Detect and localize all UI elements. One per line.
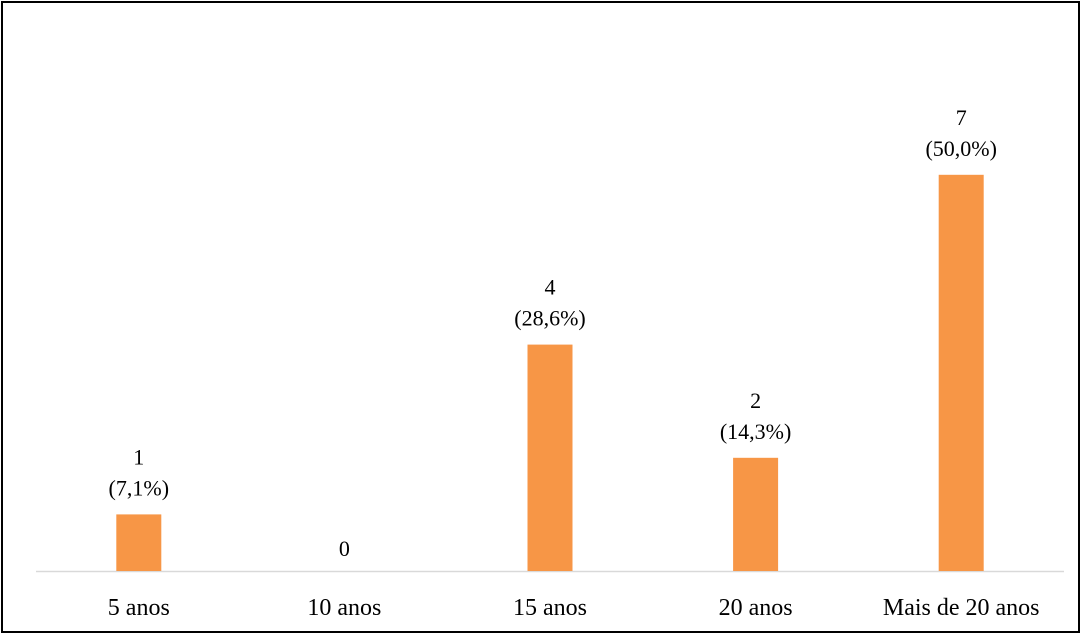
x-tick-label-4: Mais de 20 anos [883, 595, 1040, 621]
data-label-value-2: 4 [545, 275, 556, 300]
x-tick-label-1: 10 anos [307, 595, 381, 621]
bar-4 [938, 174, 984, 572]
x-tick-labels-group: 5 anos 10 anos 15 anos 20 anos Mais de 20 an… [108, 595, 1040, 621]
data-label-value-1: 0 [339, 536, 350, 561]
x-tick-label-2: 15 anos [513, 595, 587, 621]
data-label-value-3: 2 [750, 388, 761, 413]
data-label-percent-3: (14,3%) [720, 419, 791, 444]
bar-3 [733, 457, 779, 571]
bars-group [116, 174, 984, 572]
data-labels-group: 1 (7,1%) 0 4 (28,6%) 2 (14,3%) 7 (50,0%) [109, 105, 997, 561]
data-label-value-0: 1 [133, 444, 144, 469]
data-label-percent-0: (7,1%) [109, 475, 169, 500]
data-label-value-4: 7 [956, 105, 967, 130]
data-label-percent-2: (28,6%) [514, 306, 585, 331]
bar-0 [116, 514, 162, 571]
bar-2 [527, 344, 573, 571]
x-tick-label-3: 20 anos [719, 595, 793, 621]
data-label-percent-4: (50,0%) [925, 136, 996, 161]
x-tick-label-0: 5 anos [108, 595, 170, 621]
